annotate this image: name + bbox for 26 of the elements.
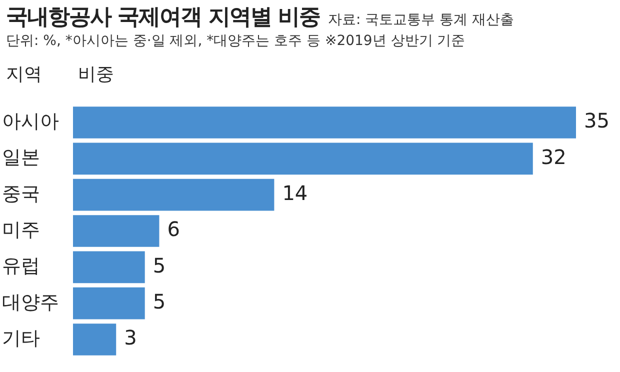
bar xyxy=(73,106,576,138)
y-tick-label: 기타 xyxy=(2,327,40,350)
text: 자료: 국토교통부 통계 재산출 xyxy=(328,12,514,28)
data-label: 5 xyxy=(152,290,166,314)
bar xyxy=(73,142,533,175)
y-tick-label: 대양주 xyxy=(2,291,59,314)
y-tick-label: 중국 xyxy=(2,182,40,205)
bar xyxy=(73,287,145,320)
y-tick-label: 아시아 xyxy=(2,110,59,132)
x-axis-title: 비중 xyxy=(78,63,114,86)
chart-subtitle: 단위: %, *아시아는 중·일 제외, *대양주는 호주 등 ※2019년 상반기 기준 xyxy=(6,32,466,50)
chart-title: 국내항공사 국제여객 지역별 비중 xyxy=(6,5,320,30)
data-label: 3 xyxy=(124,326,137,350)
y-tick-label: 미주 xyxy=(2,218,40,241)
bar xyxy=(73,178,274,211)
bar xyxy=(73,324,116,356)
data-label: 5 xyxy=(152,253,166,278)
data-label: 6 xyxy=(167,217,180,242)
bar xyxy=(73,251,145,284)
data-label: 14 xyxy=(282,181,308,206)
y-tick-label: 일본 xyxy=(2,146,40,169)
y-axis-title: 지역 xyxy=(6,63,42,86)
bar xyxy=(73,215,160,247)
y-tick-label: 유럽 xyxy=(2,255,40,278)
data-label: 35 xyxy=(584,108,610,133)
data-label: 32 xyxy=(540,144,566,169)
